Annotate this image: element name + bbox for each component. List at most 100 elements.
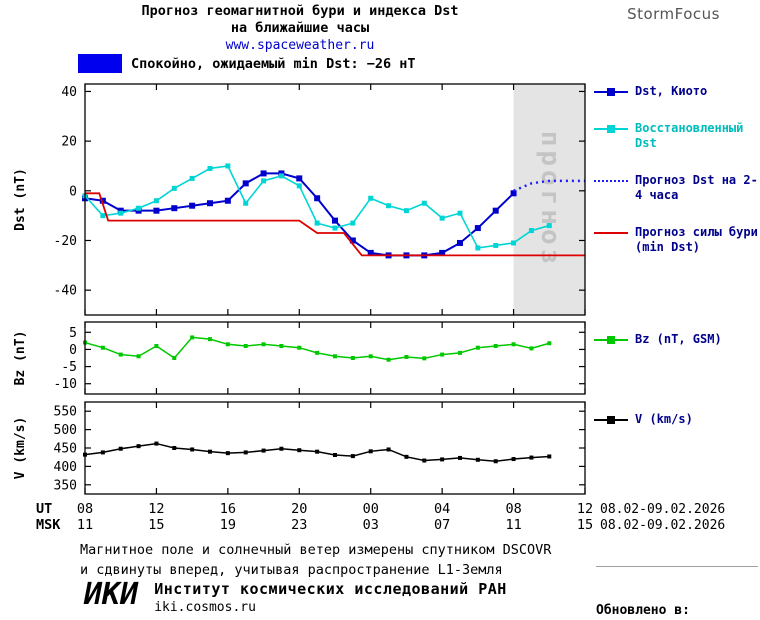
quiet-status-swatch bbox=[78, 54, 122, 73]
v-marker bbox=[136, 444, 141, 449]
v-marker-icon bbox=[594, 413, 628, 427]
legend-item-v: V (km/s) bbox=[594, 412, 758, 427]
plot-border bbox=[84, 83, 586, 316]
v-marker bbox=[529, 455, 534, 460]
tick-label-msk: 23 bbox=[291, 517, 307, 533]
v-marker bbox=[243, 450, 248, 455]
v-marker bbox=[547, 454, 552, 459]
bz-marker bbox=[172, 356, 177, 360]
dst-kyoto-marker bbox=[171, 205, 178, 212]
tick-label-msk: 11 bbox=[505, 517, 521, 533]
legend-line-icon bbox=[594, 180, 628, 182]
org-text: Институт космических исследований РАН ik… bbox=[154, 580, 507, 615]
dst-restored-marker bbox=[511, 240, 517, 246]
bz-marker bbox=[386, 357, 391, 362]
dst-restored-marker bbox=[439, 215, 445, 221]
status-text: Спокойно, ожидаемый min Dst: −26 нТ bbox=[131, 55, 416, 72]
bz-marker bbox=[118, 352, 123, 357]
tick-label-ut: 16 bbox=[220, 501, 236, 517]
legend-label: V (km/s) bbox=[635, 412, 693, 426]
forecast-band bbox=[513, 84, 585, 315]
dst-restored-marker bbox=[528, 228, 534, 234]
dst-kyoto-marker bbox=[189, 202, 196, 209]
dst-restored-marker bbox=[153, 198, 159, 204]
ut-row-label: UT bbox=[36, 501, 52, 517]
tick-label-ut: 12 bbox=[577, 501, 593, 517]
bz-marker bbox=[208, 337, 212, 342]
legend-label: Восстановленный Dst bbox=[635, 121, 744, 150]
v-chart: 550 500 450 400 350 V (km/s) bbox=[13, 401, 586, 495]
dst-restored-marker bbox=[475, 245, 481, 251]
y-tick-label: 40 bbox=[61, 85, 77, 100]
v-marker bbox=[208, 449, 212, 454]
y-axis-label: Dst (nT) bbox=[13, 168, 28, 231]
v-marker bbox=[154, 441, 159, 446]
tick-label-ut: 20 bbox=[291, 501, 307, 517]
v-marker bbox=[279, 446, 284, 451]
y-tick-label: 0 bbox=[69, 343, 77, 358]
tick-label-msk: 19 bbox=[220, 517, 236, 533]
y-tick-label: -40 bbox=[54, 284, 77, 299]
dst-kyoto-marker bbox=[207, 200, 213, 207]
y-axis-label: V (km/s) bbox=[13, 417, 28, 480]
tick-label-msk: 03 bbox=[363, 517, 379, 533]
tick-label-ut: 04 bbox=[434, 501, 450, 517]
dst-kyoto-marker bbox=[367, 249, 374, 256]
y-tick-label: 20 bbox=[61, 135, 77, 150]
legend-item-dst-restored: Восстановленный Dst bbox=[594, 121, 758, 151]
dst-kyoto-marker bbox=[153, 207, 160, 214]
tick-label-msk: 07 bbox=[434, 517, 450, 533]
bz-marker bbox=[529, 346, 534, 351]
dst-kyoto-marker bbox=[474, 225, 481, 232]
y-tick-label: 0 bbox=[69, 184, 77, 199]
dst-kyoto-marker bbox=[510, 190, 517, 197]
bz-marker bbox=[225, 342, 230, 347]
y-tick-label: -10 bbox=[54, 377, 77, 392]
dst-restored-marker bbox=[314, 220, 320, 226]
dst-restored-marker bbox=[386, 203, 392, 209]
page-title: Прогноз геомагнитной бури и индекса Dst bbox=[141, 3, 459, 19]
status-legend: Спокойно, ожидаемый min Dst: −26 нТ bbox=[78, 54, 415, 73]
bz-marker bbox=[404, 354, 409, 359]
tick-label-ut: 08 bbox=[505, 501, 521, 517]
forecast-band-label: прогноз bbox=[535, 131, 565, 269]
y-tick-label: -20 bbox=[54, 234, 77, 249]
dst-kyoto-marker bbox=[99, 197, 106, 204]
dst-kyoto-marker bbox=[314, 195, 321, 202]
dst-restored-marker bbox=[546, 223, 552, 229]
legend-square-icon bbox=[607, 416, 615, 424]
v-legend: V (km/s) bbox=[594, 412, 758, 449]
v-marker bbox=[422, 458, 427, 463]
dst-kyoto-marker bbox=[224, 197, 231, 204]
bz-marker bbox=[511, 342, 516, 347]
site-link[interactable]: www.spaceweather.ru bbox=[225, 38, 375, 53]
legend-square-icon bbox=[607, 88, 615, 96]
v-marker bbox=[315, 449, 320, 454]
bz-marker bbox=[100, 345, 105, 350]
y-axis-label: Bz (nT) bbox=[13, 331, 28, 386]
dst-restored-marker bbox=[225, 163, 231, 169]
dst-restored-marker bbox=[493, 242, 499, 248]
v-marker bbox=[225, 451, 230, 456]
note-line2: и сдвинуты вперед, учитывая распростране… bbox=[80, 562, 503, 578]
bz-marker bbox=[440, 352, 445, 357]
legend-label: Dst, Киото bbox=[635, 84, 708, 98]
v-marker bbox=[458, 455, 462, 460]
legend-label: Bz (nT, GSM) bbox=[635, 332, 722, 346]
dst-kyoto-marker-icon bbox=[594, 85, 628, 99]
org-site-link[interactable]: iki.cosmos.ru bbox=[154, 600, 256, 615]
v-marker bbox=[190, 447, 195, 452]
page-subtitle: на ближайшие часы bbox=[230, 20, 370, 36]
dst-restored-marker bbox=[368, 195, 374, 201]
dst-kyoto-marker bbox=[349, 237, 356, 244]
y-tick-label: 400 bbox=[54, 460, 77, 475]
dst-restored-marker bbox=[100, 213, 106, 219]
dst-kyoto-marker bbox=[332, 217, 338, 224]
date-range-msk: 08.02-09.02.2026 bbox=[600, 518, 725, 533]
dst-restored-marker bbox=[278, 173, 284, 179]
y-tick-label: 5 bbox=[69, 326, 77, 341]
v-marker bbox=[100, 450, 105, 455]
bz-marker bbox=[333, 354, 337, 359]
bz-legend: Bz (nT, GSM) bbox=[594, 332, 758, 369]
note-line1: Магнитное поле и солнечный ветер измерен… bbox=[80, 542, 552, 558]
